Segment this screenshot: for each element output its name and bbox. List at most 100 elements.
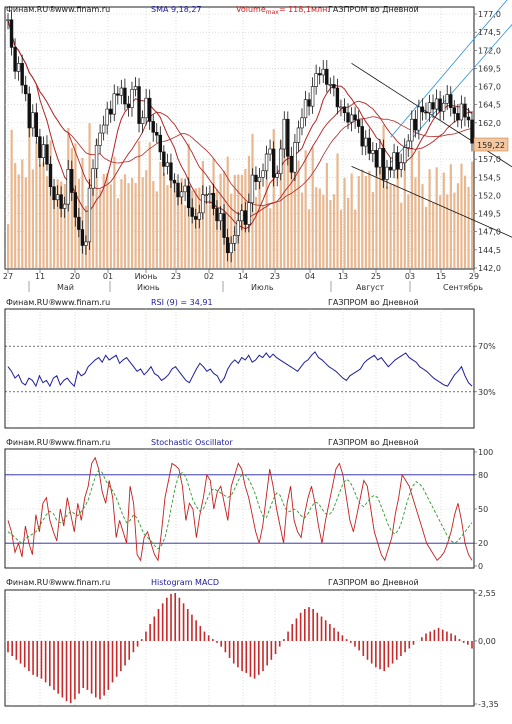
volume-bar [456,183,460,268]
volume-bar [417,150,421,268]
trendline-black [351,63,512,168]
price-candle [346,112,350,123]
volume-bar [329,199,332,268]
macd-y-tick-label: -3,35 [478,700,499,709]
volume-bar [28,125,31,268]
month-label: Август [356,283,385,292]
price-y-tick-label: 142,0 [478,264,501,273]
price-candle [395,152,400,170]
price-candle [197,212,201,220]
price-candle [392,152,396,171]
volume-bar [226,156,229,268]
volume-bar [350,173,353,268]
price-y-tick-label: 174,5 [478,28,501,37]
volume-bar [191,190,194,268]
price-candle [119,87,124,96]
price-candle [162,151,166,167]
price-candle [186,185,191,209]
volume-bar [230,193,233,268]
sma-label: SMA 9,18,27 [151,5,202,14]
price-candle [353,114,357,121]
price-candle [137,86,141,124]
price-candle [296,127,301,143]
price-candle [261,170,265,178]
volume-label-text: Volume [236,5,266,14]
price-candle [172,179,177,184]
price-candle [16,63,21,72]
macd-y-tick-label: 2,55 [478,589,496,598]
price-candle [332,84,336,89]
volume-bar [162,172,166,268]
volume-bar [354,209,357,268]
month-label: Май [57,283,74,292]
price-candle [183,185,187,193]
price-candle [112,93,116,115]
volume-bar [332,194,336,268]
macd-y-tick-label: 0,00 [478,637,496,646]
volume-bar [120,179,123,268]
price-candle [179,191,184,198]
volume-bar [343,178,346,268]
price-candle [307,99,311,107]
volume-bar [471,161,474,268]
volume-bar [339,209,343,268]
volume-bar [208,204,212,268]
price-candle [94,145,99,169]
rsi-y-tick-label: 30% [478,388,496,397]
volume-bar [435,167,438,268]
volume-bar [336,153,339,268]
price-candle [342,106,347,113]
price-candle [264,153,269,172]
volume-label: Volumemax= 118,1млн. [236,5,330,16]
volume-bar [389,183,392,268]
volume-bar [449,164,452,268]
volume-bar [382,124,385,268]
price-candle [328,84,333,86]
volume-bar [233,174,236,268]
price-candle [449,94,453,108]
volume-bar [102,174,105,268]
price-site: www.finam.ru [55,5,110,14]
price-candle [427,102,432,113]
price-candle [371,150,375,154]
volume-bar [123,174,127,268]
volume-bar [385,186,389,268]
price-candle [155,131,159,136]
stoch-lines [7,456,473,562]
price-candle [151,121,155,133]
volume-bar [205,195,208,268]
rsi-y-tick-label: 70% [478,342,496,351]
volume-bar [159,161,162,268]
price-candle [417,106,421,131]
price-candle [211,192,216,209]
price-candle [158,134,163,153]
price-candle [463,103,467,118]
volume-bar [286,123,290,268]
volume-bar [35,142,38,268]
stoch-y-tick-label: 20 [478,539,488,548]
volume-bar [300,192,304,268]
price-candle [441,102,446,112]
volume-bar [293,141,297,268]
price-candle [27,93,31,129]
price-candle [84,241,88,246]
price-candle [222,213,226,238]
price-candle [109,108,113,115]
volume-bar [375,161,378,268]
rsi-label: RSI (9) = 34,91 [151,298,213,307]
volume-bar [130,177,134,268]
volume-bar [276,202,279,268]
price-title: ГАЗПРОМ во Дневной [328,5,419,14]
price-candle [434,98,439,110]
volume-bar [81,157,84,268]
price-candle [41,144,46,158]
volume-bar [410,147,413,268]
price-candle [438,98,442,112]
stoch-y-tick-label: 100 [478,448,493,457]
price-candle [31,112,35,129]
price-candle [13,47,17,72]
price-candle [24,84,28,95]
price-candle [335,87,340,108]
volume-bar [45,176,49,268]
